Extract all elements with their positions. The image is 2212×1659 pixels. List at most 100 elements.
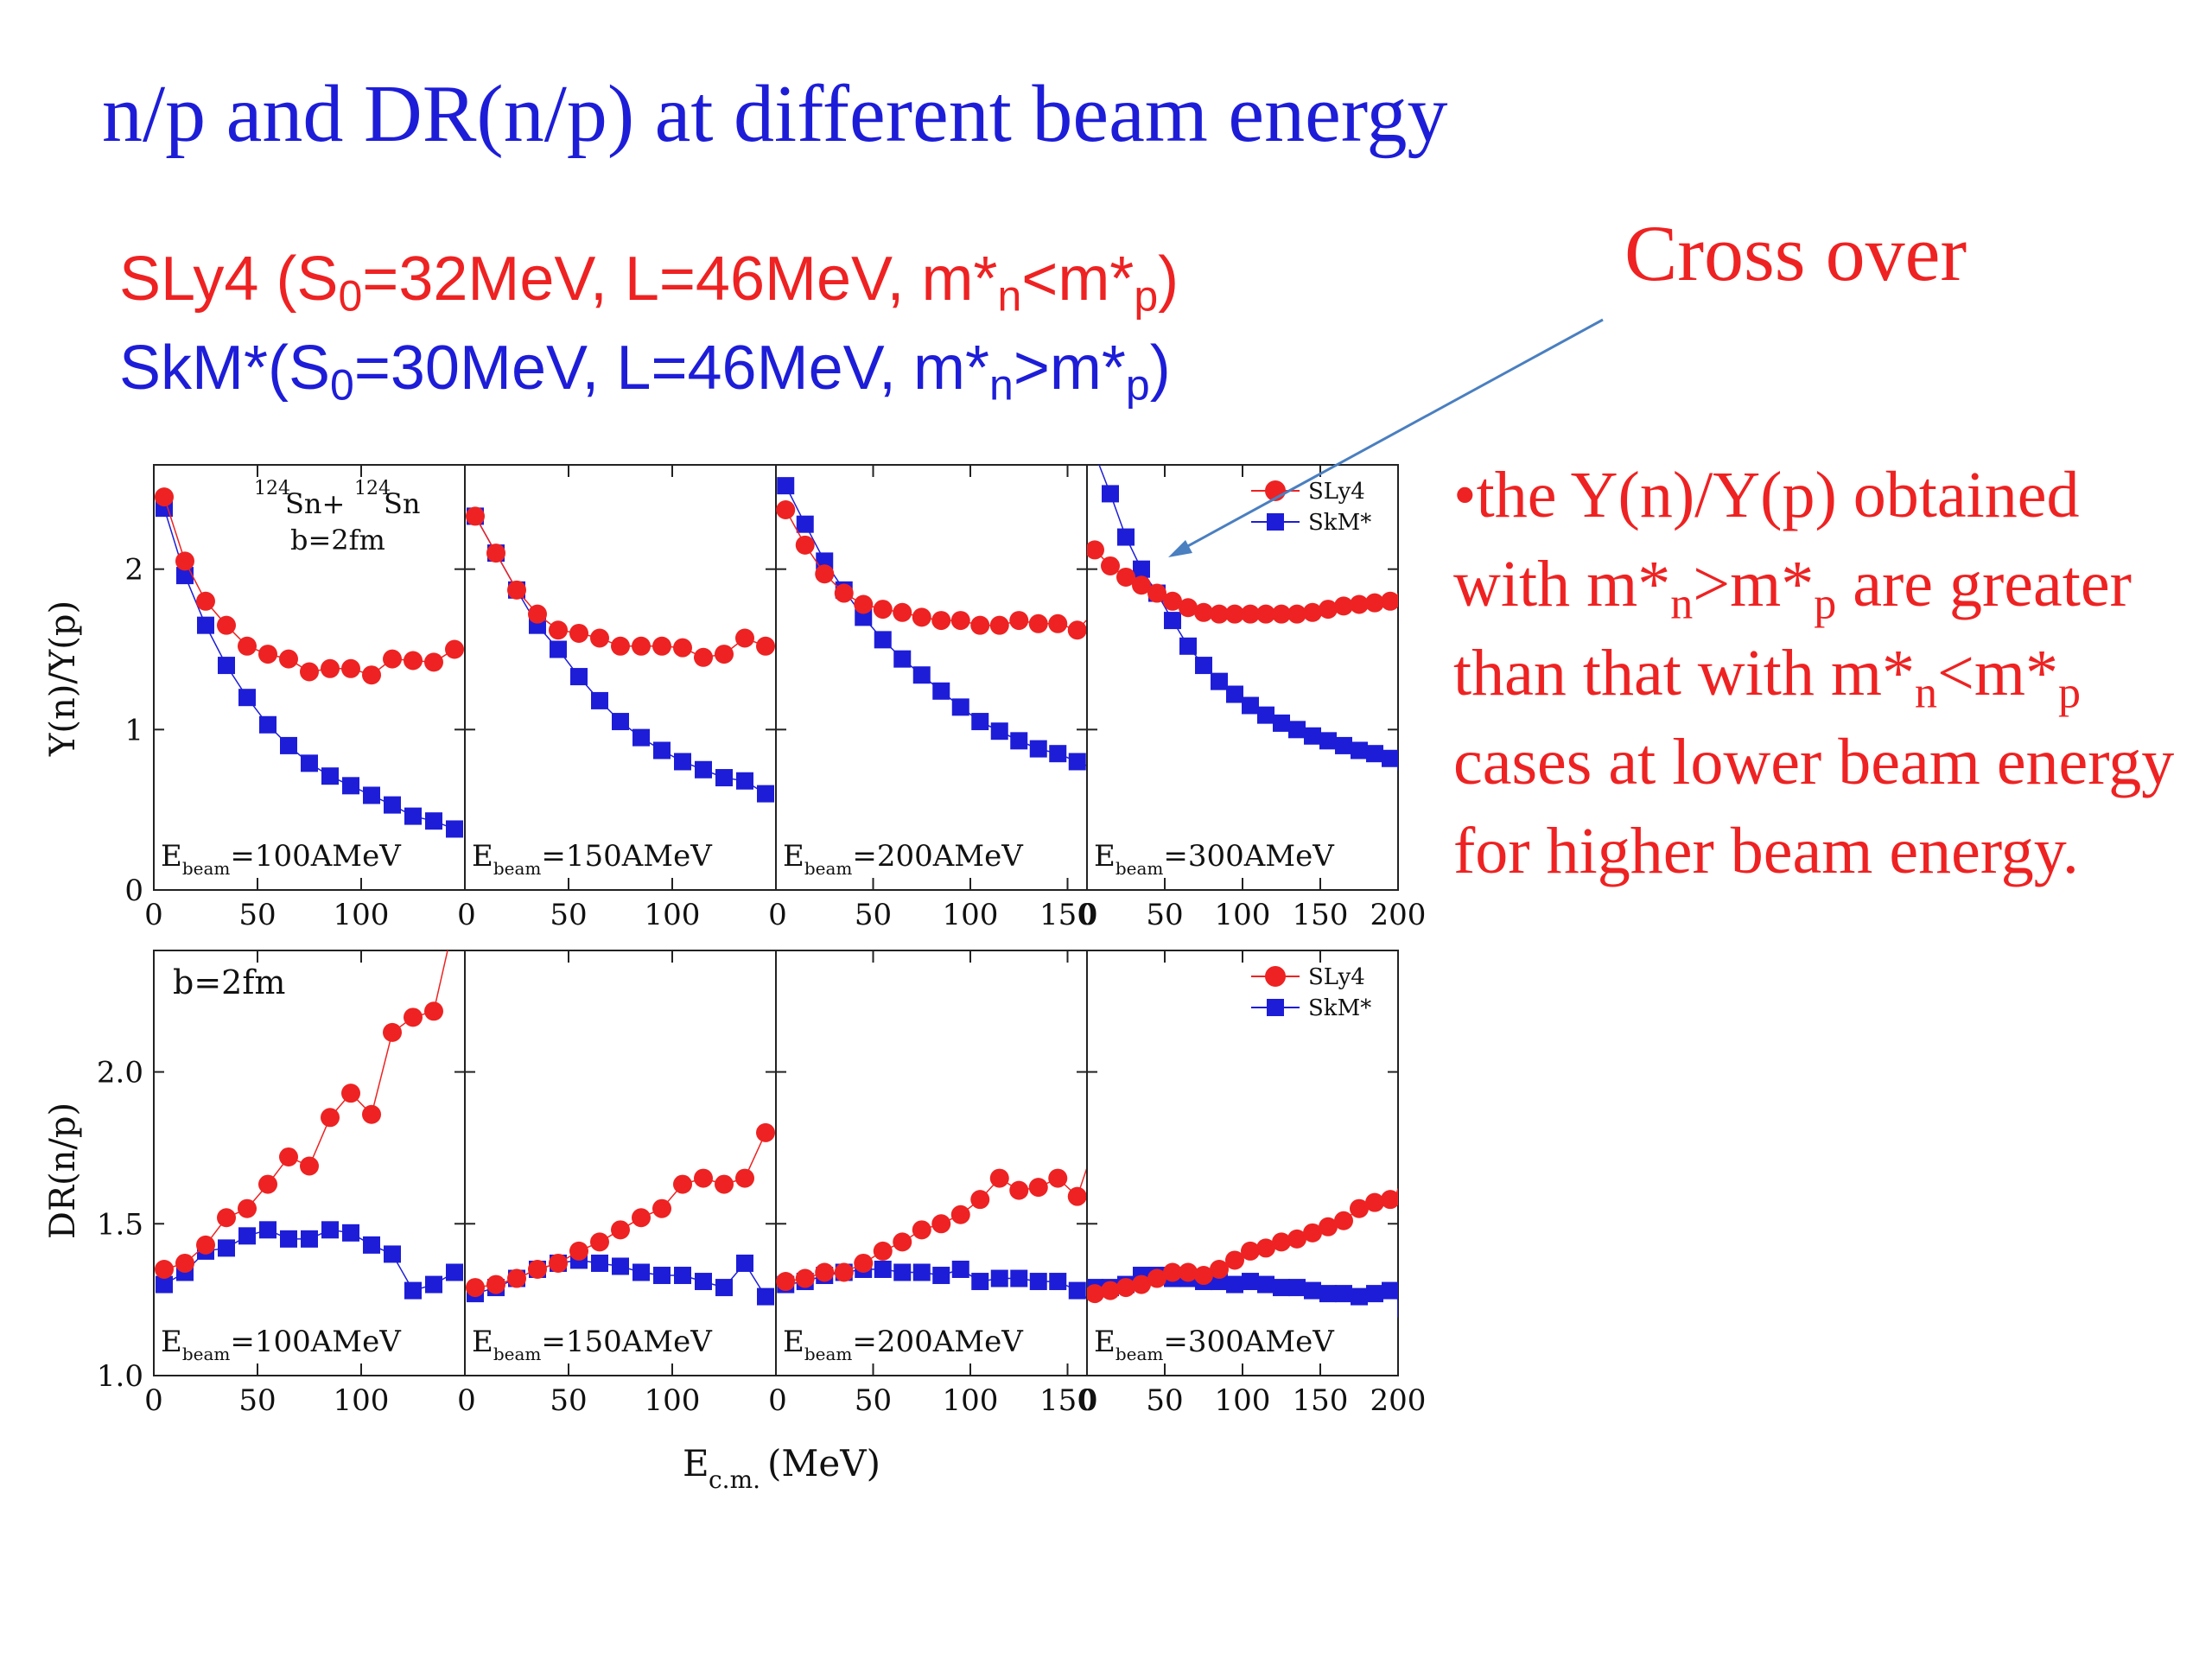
top-panel-1-sly4-point — [300, 662, 319, 682]
bottom-panel-1-data — [155, 950, 463, 1300]
top-panel-3-skm-point — [816, 552, 834, 570]
top-panel-2-sly4-point — [569, 623, 588, 643]
top-panel-4-xtick-label: 50 — [1146, 898, 1183, 932]
bottom-panel-1-sly4-point — [341, 1084, 360, 1103]
bottom-legend-sly4-label: SLy4 — [1308, 964, 1365, 990]
bottom-panel-1-xtick-label: 50 — [238, 1383, 276, 1418]
bottom-panel-4-sly4-point — [1163, 1262, 1182, 1282]
top-panel-4-skm-point — [1397, 753, 1398, 771]
top-panel-1-sly4-point — [175, 551, 194, 571]
bottom-legend-skm-label: SkM* — [1308, 995, 1371, 1021]
bottom-panel-1-skm-point — [301, 1230, 318, 1248]
top-panel-3-xtick-label: 150 — [1039, 898, 1096, 932]
bottom-panel-3-frame — [775, 950, 1088, 1376]
top-panel-1-skm-point — [259, 715, 276, 734]
top-panel-4-sly4-point — [1365, 593, 1384, 613]
top-panel-4-sly4-point — [1225, 604, 1244, 624]
bottom-panel-3-skm-point — [893, 1263, 912, 1281]
bottom-panel-2-sly4-point — [652, 1198, 671, 1218]
top-panel-4-sly4-point — [1287, 604, 1306, 624]
bottom-panel-3-sly4-point — [912, 1220, 931, 1240]
bottom-panel-2-skm-point — [695, 1273, 712, 1291]
top-panel-2-skm-point — [632, 728, 650, 747]
bottom-panel-4-sly4-point — [1132, 1274, 1151, 1294]
bottom-panel-2-skm-point — [674, 1267, 691, 1285]
top-panel-3-skm-point — [796, 515, 814, 533]
bottom-panel-3-ebeam-label: Ebeam=200AMeV — [783, 1325, 1024, 1364]
bottom-panel-1-skm-point — [384, 1245, 401, 1263]
bottom-panel-4-skm-point — [1382, 1281, 1398, 1300]
top-panel-3-skm-point — [893, 650, 912, 668]
bottom-panel-1-sly4-point — [383, 1022, 402, 1042]
top-panel-3-skm-point — [855, 608, 873, 626]
top-panel-2-sly4-point — [756, 636, 775, 656]
top-panel-3-sly4-point — [815, 564, 835, 584]
bottom-panel-3-xtick-label: 150 — [1039, 1383, 1096, 1418]
top-panel-1-sly4-point — [279, 649, 298, 669]
top-panel-1-sly4-point — [404, 651, 423, 671]
top-panel-3-sly4-point — [776, 499, 796, 519]
top-panel-2-skm-point — [757, 785, 774, 803]
bottom-panel-2-xtick-label: 0 — [457, 1383, 476, 1418]
bottom-panel-3-xtick-label: 50 — [855, 1383, 892, 1418]
top-panel-1-skm-point — [446, 820, 463, 838]
top-panel-1-data — [155, 487, 464, 838]
bottom-panel-1-sly4-point — [279, 1147, 298, 1166]
bottom-panel-3-sly4-point — [970, 1190, 990, 1210]
top-panel-1-sly4-point — [424, 652, 443, 672]
top-panel-4-sly4-point — [1396, 592, 1398, 604]
bottom-panel-4-sly4-point — [1350, 1198, 1369, 1218]
top-panel-2-skm-point — [715, 769, 733, 787]
top-panel-4-skm-point — [1335, 736, 1352, 754]
bottom-panel-4-skm-point — [1397, 1300, 1398, 1318]
svg-text:124: 124 — [254, 478, 290, 499]
bottom-panel-3-sly4-point — [815, 1262, 835, 1282]
top-panel-1-skm-point — [404, 807, 422, 825]
bottom-panel-3-sly4-point — [1009, 1180, 1029, 1200]
top-panel-4-skm-point — [1351, 741, 1368, 760]
bottom-panel-4-skm-point — [1273, 1279, 1290, 1297]
top-panel-4-sly4-point — [1350, 594, 1369, 614]
top-panel-4-sly4-point — [1147, 583, 1166, 603]
bottom-panel-1-sly4-point — [362, 1104, 381, 1124]
bottom-ytick-label: 1.5 — [97, 1207, 143, 1242]
bottom-panel-3-sly4-point — [834, 1262, 854, 1282]
top-panel-2-xtick-label: 0 — [457, 898, 476, 932]
svg-text:c.m.: c.m. — [709, 1465, 760, 1494]
bottom-panel-4-xtick-label: 150 — [1293, 1383, 1349, 1418]
bottom-panel-2-sly4-point — [694, 1168, 713, 1188]
bottom-panel-4-xtick-label: 200 — [1370, 1383, 1427, 1418]
bottom-y-axis-label: DR(n/p) — [43, 1103, 83, 1239]
top-panel-2-sly4-point — [590, 628, 609, 648]
bottom-panel-3-skm-point — [971, 1273, 989, 1291]
top-panel-3-skm-point — [951, 698, 969, 716]
top-panel-3-sly4-point — [950, 611, 970, 631]
sly4-parameters: SLy4 (S0=32MeV, L=46MeV, m*n<m*p) — [119, 245, 1179, 321]
top-panel-2-xtick-label: 100 — [645, 898, 701, 932]
top-panel-3-sly4-point — [1048, 613, 1068, 633]
top-panel-2-sly4-point — [486, 543, 505, 563]
top-panel-4-sly4-point — [1179, 598, 1198, 618]
top-panel-2-sly4-point — [466, 506, 485, 526]
bottom-panel-2-skm-point — [757, 1287, 774, 1306]
bottom-panel-4-sly4-point — [1303, 1223, 1322, 1243]
top-panel-3-sly4-point — [912, 607, 931, 627]
top-panel-2-skm-point — [695, 760, 712, 779]
top-panel-4-xtick-label: 100 — [1215, 898, 1271, 932]
bottom-panel-1-skm-point — [259, 1221, 276, 1239]
bottom-panel-1-ebeam-label: Ebeam=100AMeV — [161, 1325, 402, 1364]
bottom-panel-3-sly4-point — [1067, 1186, 1087, 1206]
top-panel-1-skm-point — [197, 616, 214, 634]
top-panel-3-skm-point — [932, 682, 950, 700]
bottom-panel-2-sly4-point — [673, 1174, 692, 1194]
top-panel-3-skm-point — [874, 631, 892, 649]
top-panel-1-sly4-point — [321, 658, 340, 678]
bottom-panel-4-skm-point — [1319, 1285, 1337, 1303]
top-panel-4-skm-point — [1102, 485, 1119, 503]
bottom-panel-3-sly4-point — [854, 1253, 874, 1273]
top-panel-3-sly4-point — [1028, 613, 1048, 633]
bottom-panel-2-sly4-point — [590, 1232, 609, 1252]
top-panel-4-ebeam-label: Ebeam=300AMeV — [1094, 839, 1335, 879]
top-panel-1-skm-point — [425, 812, 442, 830]
